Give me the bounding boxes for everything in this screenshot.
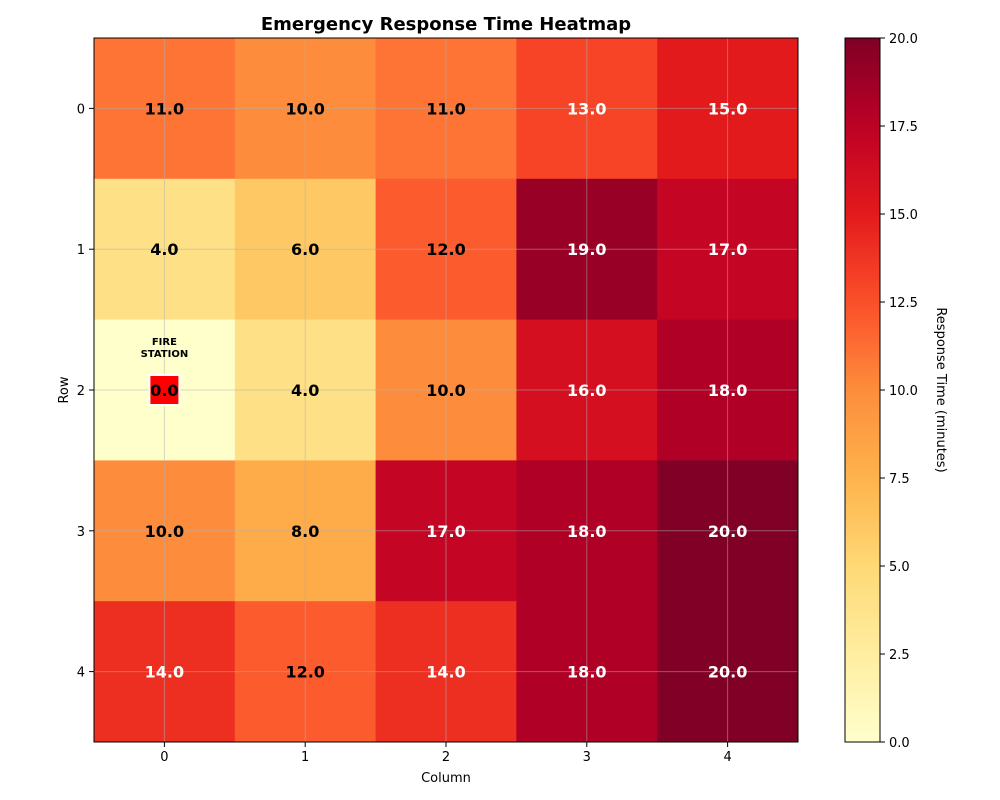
cell-value-label: 10.0 — [285, 99, 324, 118]
cell-value-label: 4.0 — [291, 381, 319, 400]
colorbar-tick-label: 2.5 — [889, 648, 910, 663]
cell-value-label: 19.0 — [567, 240, 606, 259]
fire-station-label: STATION — [141, 349, 189, 360]
colorbar-tick-label: 12.5 — [889, 296, 918, 311]
cell-value-label: 11.0 — [426, 99, 465, 118]
cell-value-label: 8.0 — [291, 522, 319, 541]
y-tick-label: 3 — [77, 525, 85, 540]
cell-value-label: 17.0 — [426, 522, 465, 541]
cell-value-label: 12.0 — [426, 240, 465, 259]
cell-value-label: 20.0 — [708, 663, 747, 682]
cell-value-label: 12.0 — [285, 663, 324, 682]
cell-value-label: 13.0 — [567, 99, 606, 118]
cell-value-label: 0.0 — [150, 381, 178, 400]
fire-station-label: FIRE — [152, 337, 177, 348]
x-tick-label: 1 — [301, 750, 309, 765]
x-tick-label: 0 — [160, 750, 168, 765]
y-tick-label: 0 — [77, 102, 85, 117]
cell-value-label: 18.0 — [567, 522, 606, 541]
gridlines — [94, 38, 798, 742]
cell-value-label: 17.0 — [708, 240, 747, 259]
colorbar-tick-label: 20.0 — [889, 32, 918, 47]
fire-station-marker — [148, 374, 181, 406]
x-axis-label: Column — [421, 771, 471, 786]
colorbar — [844, 37, 881, 743]
x-axis-ticks: 0 1 2 3 4 — [160, 742, 732, 765]
cell-value-label: 10.0 — [145, 522, 184, 541]
cell-value-label: 11.0 — [145, 99, 184, 118]
cell-value-label: 10.0 — [426, 381, 465, 400]
cell-value-label: 14.0 — [426, 663, 465, 682]
cell-value-label: 16.0 — [567, 381, 606, 400]
y-tick-label: 4 — [77, 666, 85, 681]
cell-value-label: 6.0 — [291, 240, 319, 259]
x-tick-label: 4 — [723, 750, 731, 765]
colorbar-tick-label: 17.5 — [889, 120, 918, 135]
colorbar-tick-label: 0.0 — [889, 736, 910, 751]
y-tick-label: 2 — [77, 384, 85, 399]
x-tick-label: 2 — [442, 750, 450, 765]
colorbar-tick-label: 10.0 — [889, 384, 918, 399]
y-axis-label: Row — [57, 376, 72, 403]
colorbar-ticks: 0.0 2.5 5.0 7.5 10.0 12.5 15.0 17.5 20.0 — [880, 32, 918, 751]
colorbar-tick-label: 5.0 — [889, 560, 910, 575]
cell-value-label: 18.0 — [567, 663, 606, 682]
y-tick-label: 1 — [77, 243, 85, 258]
chart-title: Emergency Response Time Heatmap — [261, 14, 631, 35]
cell-value-label: 18.0 — [708, 381, 747, 400]
cell-value-label: 14.0 — [145, 663, 184, 682]
cell-value-label: 20.0 — [708, 522, 747, 541]
y-axis-ticks: 0 1 2 3 4 — [77, 102, 94, 681]
colorbar-label: Response Time (minutes) — [933, 307, 948, 472]
cell-value-label: 15.0 — [708, 99, 747, 118]
colorbar-tick-label: 15.0 — [889, 208, 918, 223]
colorbar-tick-label: 7.5 — [889, 472, 910, 487]
cell-value-label: 4.0 — [150, 240, 178, 259]
x-tick-label: 3 — [583, 750, 591, 765]
